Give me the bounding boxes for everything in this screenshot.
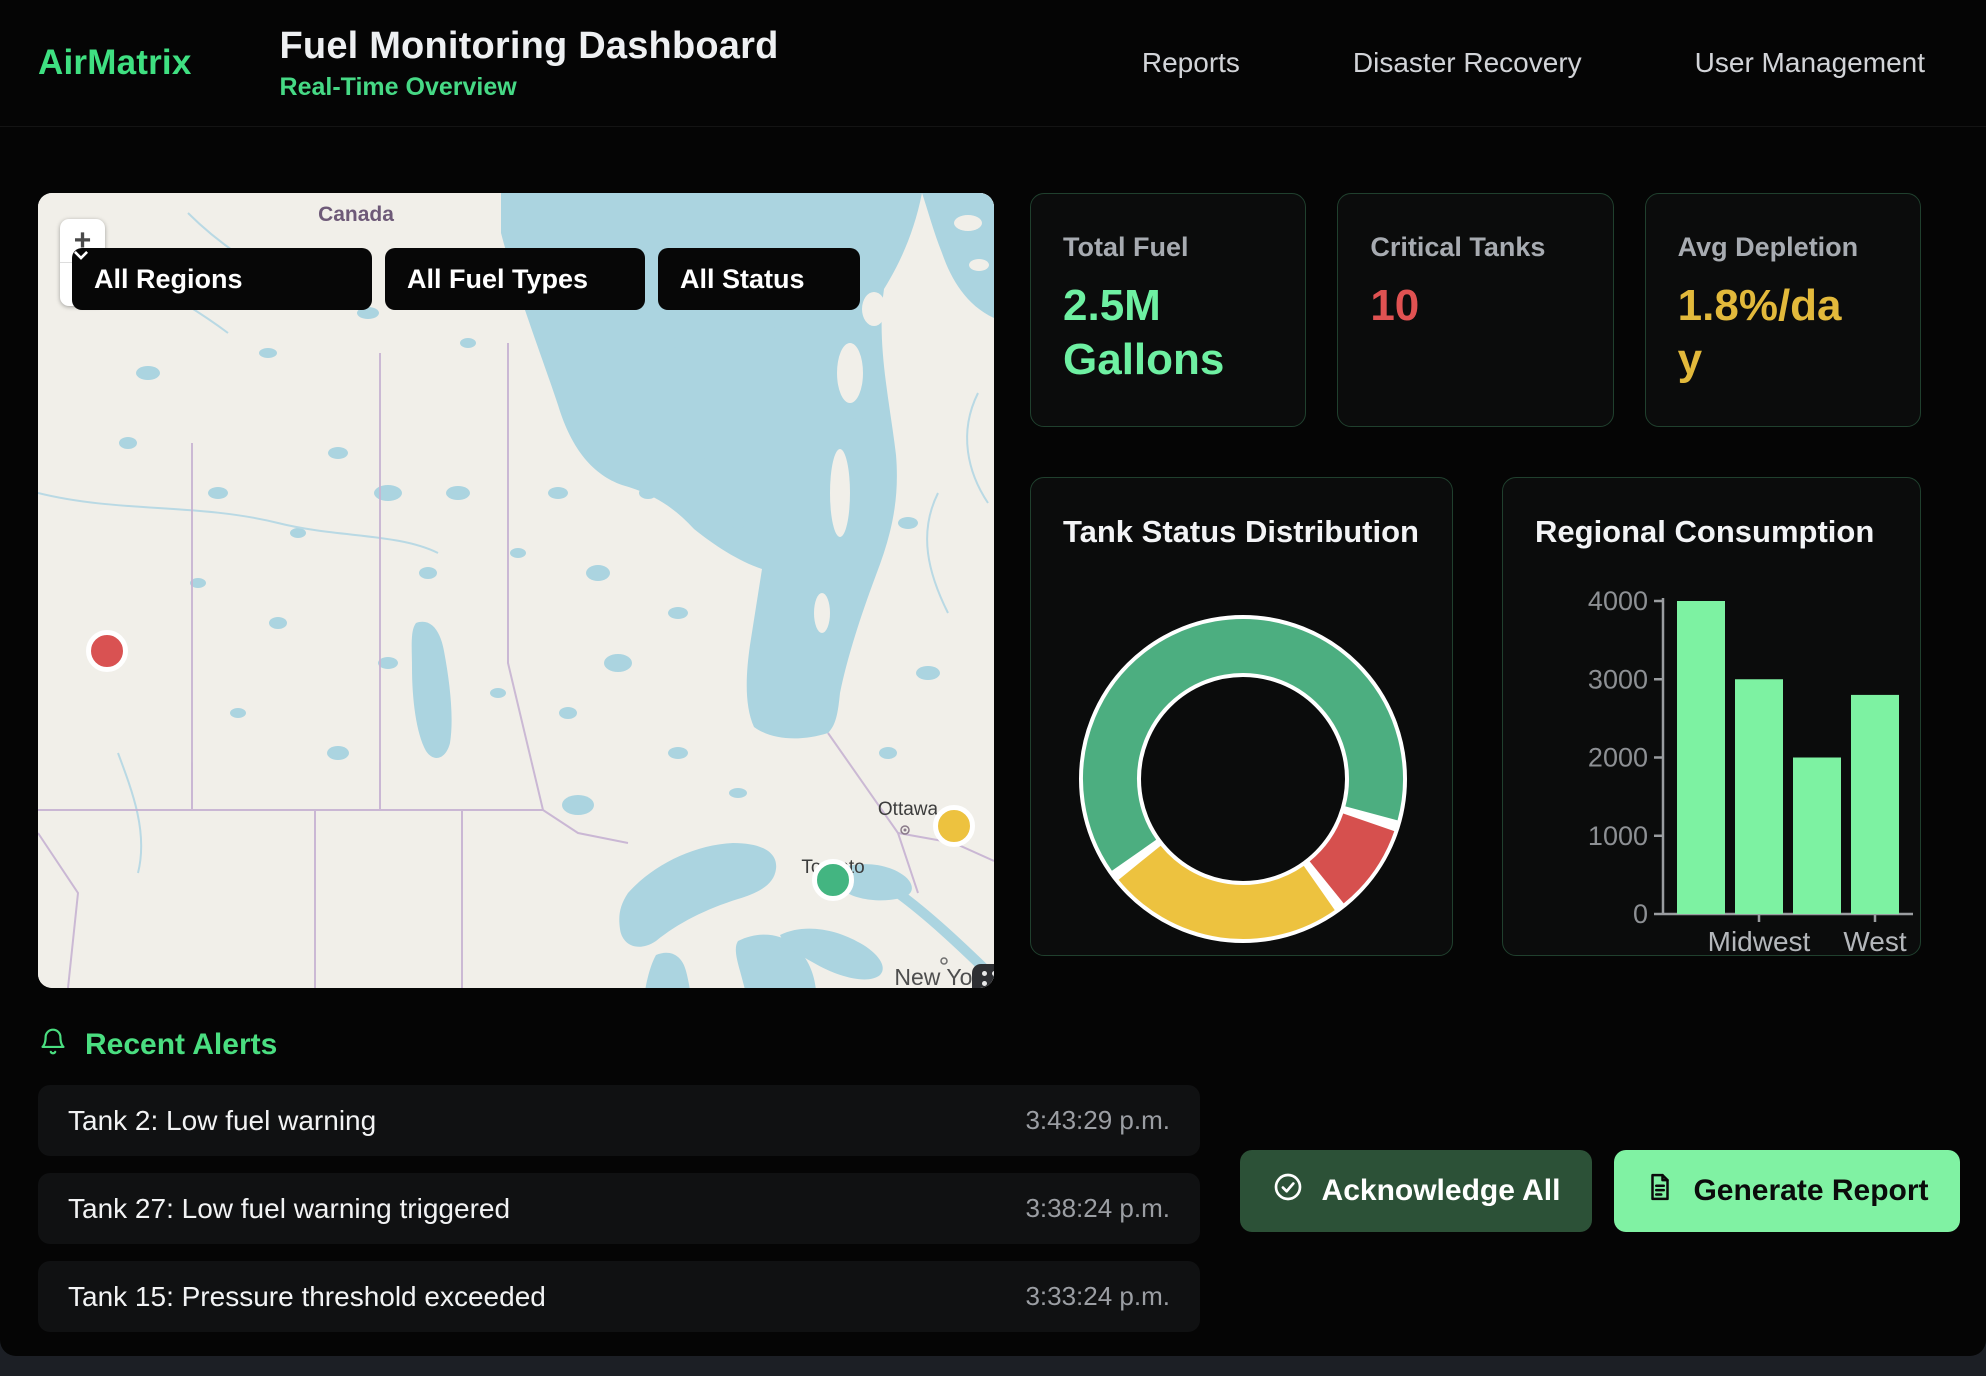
main-nav: Reports Disaster Recovery User Managemen… [1142, 47, 1925, 79]
nav-item-disaster-recovery[interactable]: Disaster Recovery [1353, 47, 1582, 79]
alert-time: 3:33:24 p.m. [1025, 1281, 1170, 1312]
chart-title: Regional Consumption [1535, 514, 1874, 550]
stat-value: 2.5M Gallons [1063, 279, 1228, 386]
tank-marker-critical[interactable] [86, 630, 128, 672]
tank-marker-warning[interactable] [933, 805, 975, 847]
region-filter-select[interactable]: All Regions [72, 248, 372, 310]
alert-message: Tank 15: Pressure threshold exceeded [68, 1281, 546, 1313]
svg-text:2000: 2000 [1588, 743, 1648, 773]
alerts-title: Recent Alerts [85, 1028, 277, 1062]
document-icon [1645, 1171, 1675, 1211]
alert-message: Tank 2: Low fuel warning [68, 1105, 376, 1137]
stat-value: 1.8%/day [1678, 279, 1843, 386]
recent-alerts-section: Recent Alerts Tank 2: Low fuel warning 3… [0, 988, 1986, 1332]
charts-row: Tank Status Distribution Regional Consum… [1030, 477, 1921, 956]
svg-text:4000: 4000 [1588, 586, 1648, 616]
acknowledge-all-label: Acknowledge All [1322, 1174, 1561, 1208]
stat-label: Avg Depletion [1678, 232, 1888, 263]
nav-item-reports[interactable]: Reports [1142, 47, 1240, 79]
map-filter-row: All Regions All Fuel Types All Status [72, 248, 860, 310]
alert-time: 3:43:29 p.m. [1025, 1105, 1170, 1136]
fuel-type-filter-select[interactable]: All Fuel Types [385, 248, 645, 310]
check-circle-icon [1272, 1171, 1304, 1211]
header: AirMatrix Fuel Monitoring Dashboard Real… [0, 0, 1986, 127]
stat-label: Total Fuel [1063, 232, 1273, 263]
regional-consumption-chart-card: Regional Consumption 0 1000 2000 3000 4000 Mi… [1502, 477, 1921, 956]
status-filter-select[interactable]: All Status [658, 248, 860, 310]
stat-value: 10 [1370, 279, 1535, 333]
map-label-canada: Canada [318, 203, 394, 226]
alert-actions: Acknowledge All Generate Report [1240, 1085, 1960, 1332]
stat-card-total-fuel: Total Fuel 2.5M Gallons [1030, 193, 1306, 427]
alert-row[interactable]: Tank 27: Low fuel warning triggered 3:38… [38, 1173, 1200, 1244]
chart-title: Tank Status Distribution [1063, 514, 1419, 550]
map-label-ottawa: Ottawa [878, 799, 939, 820]
stat-card-critical-tanks: Critical Tanks 10 [1337, 193, 1613, 427]
svg-text:3000: 3000 [1588, 664, 1648, 694]
region-filter-value: All Regions [94, 264, 243, 295]
alerts-body: Tank 2: Low fuel warning 3:43:29 p.m. Ta… [38, 1085, 1958, 1332]
alert-row[interactable]: Tank 15: Pressure threshold exceeded 3:3… [38, 1261, 1200, 1332]
main-content: Canada Ottawa Toronto New York + − All R… [0, 127, 1986, 988]
alerts-header: Recent Alerts [38, 1026, 1958, 1063]
svg-text:0: 0 [1633, 899, 1648, 929]
tank-status-chart-card: Tank Status Distribution [1030, 477, 1453, 956]
svg-text:West: West [1843, 926, 1906, 956]
svg-text:Midwest: Midwest [1708, 926, 1811, 956]
stat-card-avg-depletion: Avg Depletion 1.8%/day [1645, 193, 1921, 427]
dashboard-root: AirMatrix Fuel Monitoring Dashboard Real… [0, 0, 1986, 1356]
resize-grip-icon[interactable] [972, 964, 994, 988]
tank-marker-normal[interactable] [812, 859, 854, 901]
fuel-map[interactable]: Canada Ottawa Toronto New York + − All R… [38, 193, 994, 988]
generate-report-label: Generate Report [1693, 1174, 1928, 1208]
status-filter-value: All Status [680, 264, 805, 295]
alert-time: 3:38:24 p.m. [1025, 1193, 1170, 1224]
right-column: Total Fuel 2.5M Gallons Critical Tanks 1… [1030, 193, 1921, 988]
page-title: Fuel Monitoring Dashboard [280, 25, 779, 68]
alert-list: Tank 2: Low fuel warning 3:43:29 p.m. Ta… [38, 1085, 1200, 1332]
page-subtitle: Real-Time Overview [280, 73, 779, 102]
acknowledge-all-button[interactable]: Acknowledge All [1240, 1150, 1592, 1232]
svg-text:1000: 1000 [1588, 821, 1648, 851]
alert-message: Tank 27: Low fuel warning triggered [68, 1193, 510, 1225]
stat-label: Critical Tanks [1370, 232, 1580, 263]
stats-row: Total Fuel 2.5M Gallons Critical Tanks 1… [1030, 193, 1921, 427]
app-logo: AirMatrix [38, 43, 192, 83]
fuel-filter-value: All Fuel Types [407, 264, 588, 295]
generate-report-button[interactable]: Generate Report [1614, 1150, 1960, 1232]
alert-row[interactable]: Tank 2: Low fuel warning 3:43:29 p.m. [38, 1085, 1200, 1156]
nav-item-user-management[interactable]: User Management [1695, 47, 1925, 79]
title-block: Fuel Monitoring Dashboard Real-Time Over… [280, 25, 779, 102]
bell-icon [38, 1026, 68, 1063]
